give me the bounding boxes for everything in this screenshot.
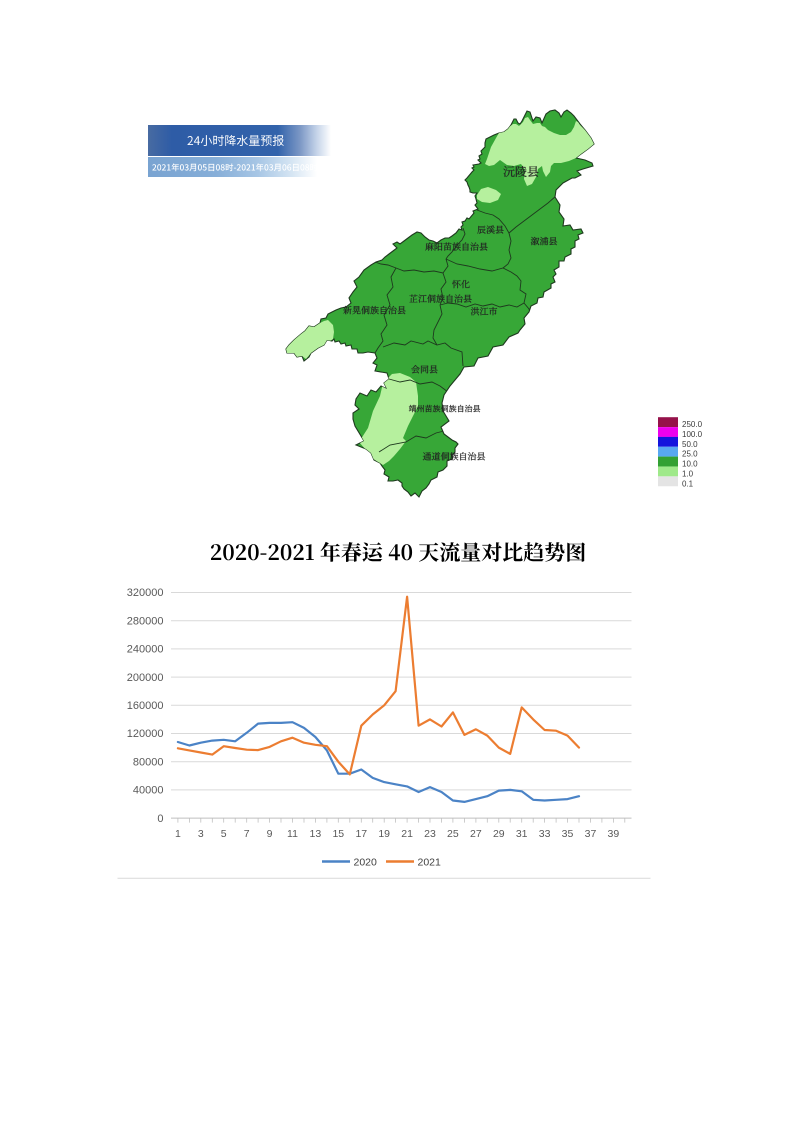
svg-text:3: 3 bbox=[198, 828, 204, 840]
svg-text:33: 33 bbox=[539, 828, 551, 840]
svg-text:250.0: 250.0 bbox=[682, 420, 703, 429]
svg-text:25: 25 bbox=[447, 828, 459, 840]
svg-text:120000: 120000 bbox=[127, 728, 164, 740]
svg-text:10.0: 10.0 bbox=[682, 460, 698, 469]
svg-text:39: 39 bbox=[608, 828, 620, 840]
svg-text:1.0: 1.0 bbox=[682, 469, 694, 478]
svg-text:0.1: 0.1 bbox=[682, 479, 694, 488]
svg-text:160000: 160000 bbox=[127, 700, 164, 712]
svg-text:0: 0 bbox=[157, 813, 163, 825]
svg-text:27: 27 bbox=[470, 828, 482, 840]
svg-text:200000: 200000 bbox=[127, 672, 164, 684]
svg-text:21: 21 bbox=[401, 828, 413, 840]
svg-text:23: 23 bbox=[424, 828, 436, 840]
svg-text:100.0: 100.0 bbox=[682, 430, 703, 439]
svg-text:29: 29 bbox=[493, 828, 505, 840]
svg-text:240000: 240000 bbox=[127, 644, 164, 656]
svg-text:11: 11 bbox=[287, 828, 298, 840]
svg-text:320000: 320000 bbox=[127, 587, 164, 599]
svg-text:2020: 2020 bbox=[354, 857, 378, 869]
svg-text:50.0: 50.0 bbox=[682, 440, 698, 449]
svg-text:1: 1 bbox=[175, 828, 181, 840]
svg-text:280000: 280000 bbox=[127, 615, 164, 627]
svg-text:40000: 40000 bbox=[133, 785, 164, 797]
svg-text:31: 31 bbox=[516, 828, 528, 840]
svg-text:2021: 2021 bbox=[418, 857, 442, 869]
svg-text:13: 13 bbox=[310, 828, 322, 840]
svg-text:9: 9 bbox=[267, 828, 273, 840]
svg-text:35: 35 bbox=[562, 828, 574, 840]
svg-text:5: 5 bbox=[221, 828, 227, 840]
svg-text:7: 7 bbox=[244, 828, 250, 840]
svg-text:25.0: 25.0 bbox=[682, 450, 698, 459]
svg-text:15: 15 bbox=[332, 828, 344, 840]
svg-text:37: 37 bbox=[585, 828, 597, 840]
svg-text:19: 19 bbox=[378, 828, 390, 840]
svg-text:17: 17 bbox=[355, 828, 367, 840]
svg-text:80000: 80000 bbox=[133, 756, 164, 768]
